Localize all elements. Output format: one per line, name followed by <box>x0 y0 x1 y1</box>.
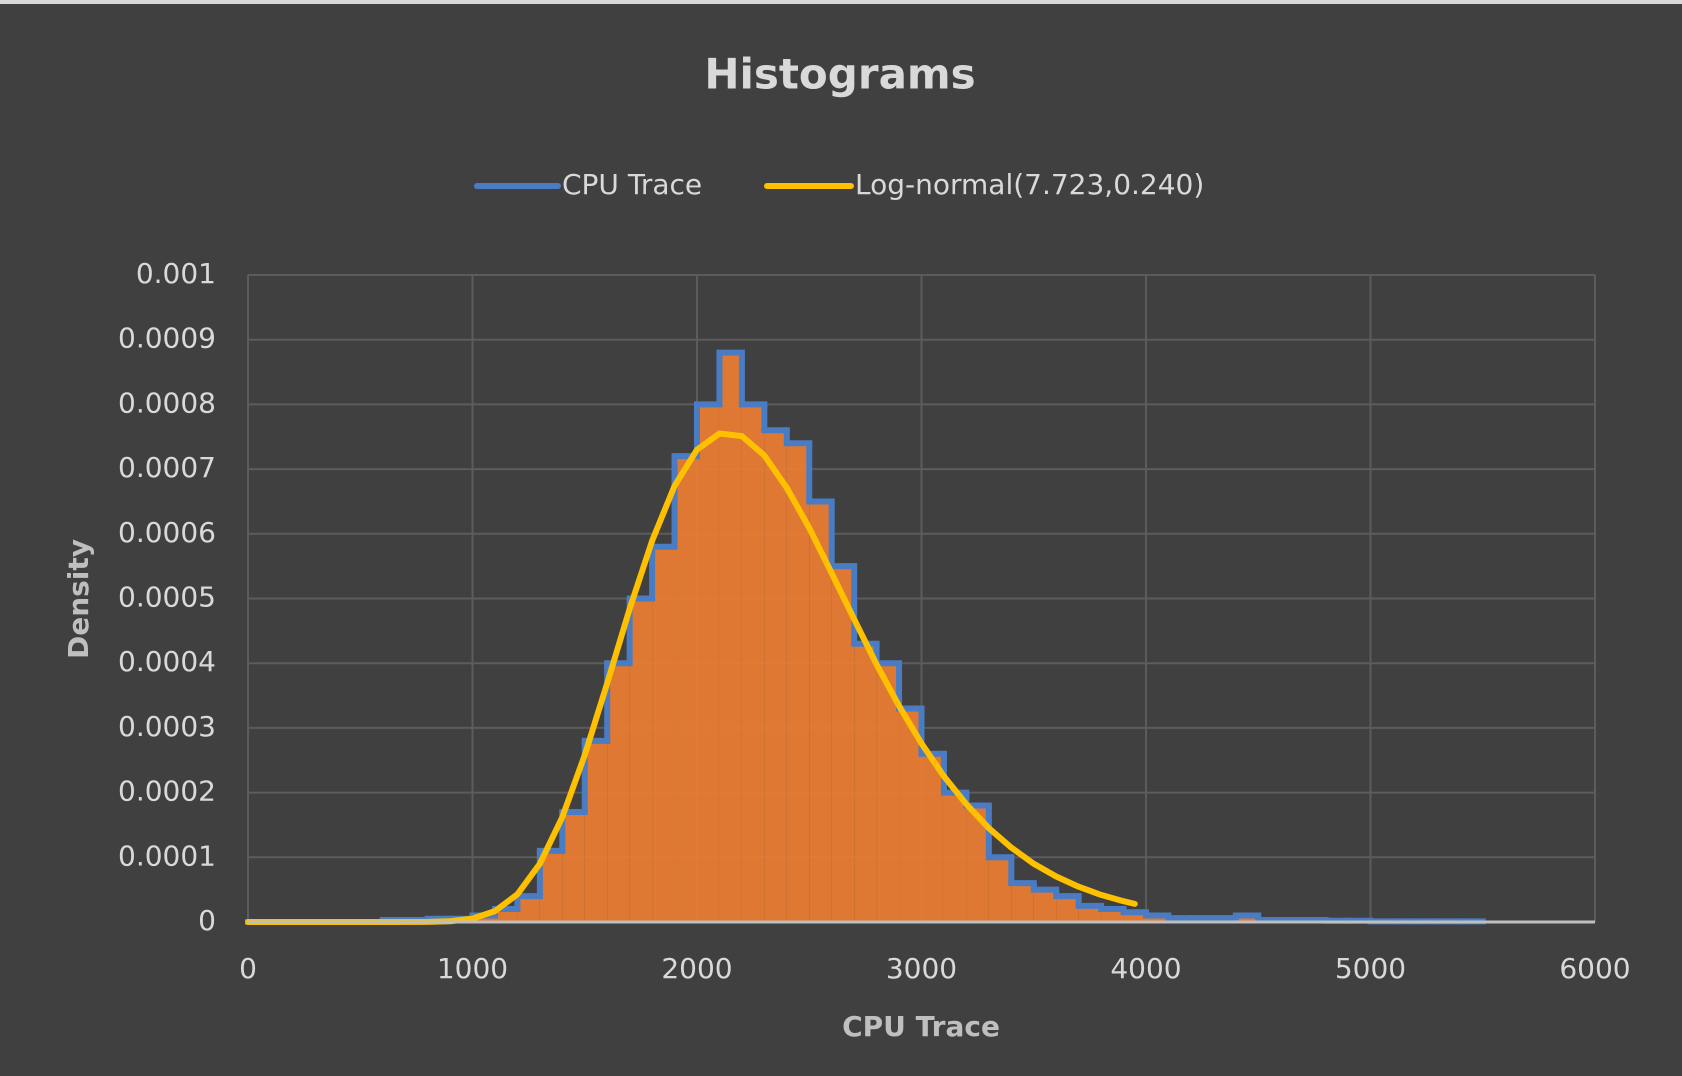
y-tick-label: 0.001 <box>136 257 216 290</box>
histogram-bar <box>494 909 518 922</box>
x-tick-label: 3000 <box>886 952 957 985</box>
histogram-bar <box>1056 896 1079 922</box>
histogram-bar <box>943 792 967 922</box>
y-tick-label: 0.0002 <box>118 775 216 808</box>
y-tick-label: 0.0005 <box>118 581 216 614</box>
y-tick-label: 0.0009 <box>118 322 216 355</box>
line-series <box>245 430 1138 925</box>
histogram-bar <box>539 850 563 922</box>
histogram-bar <box>899 708 922 922</box>
histogram-bar <box>1011 883 1034 922</box>
x-tick-label: 5000 <box>1335 952 1406 985</box>
y-tick-label: 0.0007 <box>118 451 216 484</box>
histogram-bar <box>607 663 630 922</box>
histogram-bar <box>697 404 720 922</box>
histogram-bar <box>786 443 810 922</box>
top-border <box>0 0 1682 4</box>
histogram-bar <box>741 404 765 922</box>
histogram-bar <box>1123 912 1146 922</box>
histogram-bar <box>517 896 540 922</box>
histogram-bar <box>1101 909 1124 922</box>
y-tick-label: 0.0004 <box>118 645 216 678</box>
y-tick-label: 0.0006 <box>118 516 216 549</box>
x-tick-label: 6000 <box>1559 952 1630 985</box>
histogram-bar <box>764 430 787 922</box>
x-tick-label: 2000 <box>661 952 732 985</box>
histogram-bar <box>1033 889 1057 922</box>
histogram-bar <box>809 501 832 922</box>
histogram-bar <box>1146 915 1169 922</box>
histogram-bar <box>472 915 495 922</box>
y-tick-label: 0.0001 <box>118 839 216 872</box>
histogram-bar <box>988 857 1012 922</box>
histogram-bar <box>854 643 877 922</box>
y-axis-title: Density <box>62 539 95 659</box>
histogram-bar <box>719 352 742 922</box>
histogram-bar <box>876 663 900 922</box>
x-tick-label: 1000 <box>437 952 508 985</box>
legend-label: Log-normal(7.723,0.240) <box>855 168 1204 201</box>
histogram-bar <box>629 598 653 922</box>
chart-title: Histograms <box>704 50 975 99</box>
x-tick-label: 0 <box>239 952 257 985</box>
histogram-bar <box>966 805 989 922</box>
histogram-bar <box>921 753 944 922</box>
y-tick-label: 0 <box>198 904 216 937</box>
y-tick-label: 0.0008 <box>118 386 216 419</box>
histogram-bar <box>1235 915 1259 922</box>
legend-label: CPU Trace <box>562 168 702 201</box>
histogram-bar <box>674 456 697 922</box>
histogram-bar <box>562 812 585 922</box>
histogram <box>245 349 1486 925</box>
histogram-bar <box>652 546 675 922</box>
histogram-bar <box>831 566 855 922</box>
x-axis-title: CPU Trace <box>842 1010 1000 1043</box>
x-tick-label: 4000 <box>1110 952 1181 985</box>
histogram-bar <box>1078 905 1102 922</box>
y-tick-label: 0.0003 <box>118 710 216 743</box>
histogram-bar <box>584 740 608 922</box>
